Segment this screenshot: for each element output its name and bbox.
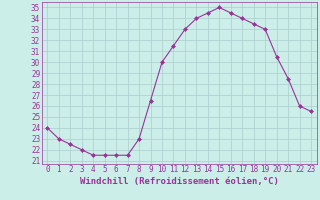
X-axis label: Windchill (Refroidissement éolien,°C): Windchill (Refroidissement éolien,°C) (80, 177, 279, 186)
